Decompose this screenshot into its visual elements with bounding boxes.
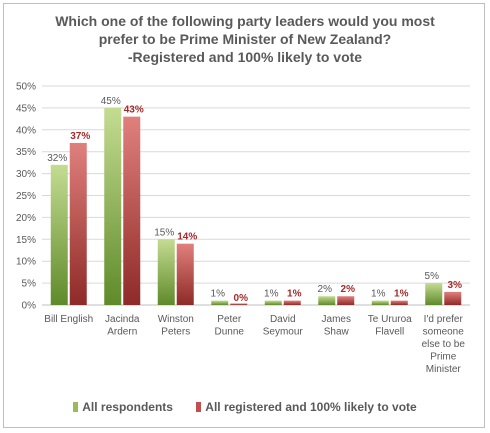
y-tick-label-5: 5% [22, 279, 37, 290]
y-tick-label-25: 25% [16, 191, 36, 202]
x-tick-label-james-shaw: James Shaw [322, 314, 351, 338]
chart-title: Which one of the following party leaders… [0, 12, 490, 66]
data-label-bill-english-series-2: 37% [70, 131, 90, 142]
data-label-i-d-prefer-someone-else-to-be-prime-minister-series-1: 5% [425, 271, 440, 282]
data-label-david-seymour-series-1: 1% [264, 289, 279, 300]
data-label-peter-dunne-series-1: 1% [211, 289, 226, 300]
data-label-bill-english-series-1: 32% [47, 153, 67, 164]
chart-title-line-3: -Registered and 100% likely to vote [127, 49, 363, 65]
data-label-jacinda-ardern-series-2: 43% [124, 105, 144, 116]
data-label-te-ururoa-flavell-series-1: 1% [371, 289, 386, 300]
bar-david-seymour-series-1 [264, 300, 282, 305]
x-tick-label-david-seymour: David Seymour [263, 314, 304, 338]
y-tick-label-30: 30% [16, 169, 36, 180]
y-tick-label-20: 20% [16, 213, 36, 224]
y-tick-label-15: 15% [16, 235, 36, 246]
y-tick-label-40: 40% [16, 125, 36, 136]
y-tick-label-10: 10% [16, 257, 36, 268]
legend-label-all-respondents: All respondents [82, 400, 173, 414]
bar-james-shaw-series-1 [318, 296, 336, 305]
y-tick-label-0: 0% [22, 301, 37, 312]
bar-james-shaw-series-2 [337, 296, 355, 305]
data-label-peter-dunne-series-2: 0% [234, 293, 249, 304]
bar-bill-english-series-2 [69, 142, 87, 305]
bar-david-seymour-series-2 [283, 300, 301, 305]
bar-peter-dunne-series-1 [211, 300, 229, 305]
y-tick-label-50: 50% [16, 82, 36, 93]
legend-item-registered-likely: All registered and 100% likely to vote [196, 400, 417, 414]
legend-label-registered-likely: All registered and 100% likely to vote [205, 400, 417, 414]
chart-title-line-2: prefer to be Prime Minister of New Zeala… [98, 31, 392, 47]
bar-jacinda-ardern-series-2 [123, 116, 141, 305]
x-tick-label-te-ururoa-flavell: Te Ururoa Flavell [368, 314, 412, 338]
x-tick-label-bill-english: Bill English [44, 314, 93, 325]
data-label-james-shaw-series-1: 2% [318, 284, 333, 295]
bar-i-d-prefer-someone-else-to-be-prime-minister-series-2 [444, 291, 462, 305]
bar-winston-peters-series-1 [157, 239, 175, 305]
bar-te-ururoa-flavell-series-2 [390, 300, 408, 305]
data-label-jacinda-ardern-series-1: 45% [101, 96, 121, 107]
bar-te-ururoa-flavell-series-1 [371, 300, 389, 305]
data-label-te-ururoa-flavell-series-2: 1% [394, 289, 409, 300]
bar-jacinda-ardern-series-1 [104, 107, 122, 306]
legend-swatch-all-respondents [73, 402, 79, 412]
y-tick-label-35: 35% [16, 147, 36, 158]
bar-peter-dunne-series-2 [230, 303, 248, 305]
bar-bill-english-series-1 [50, 164, 68, 305]
y-tick-label-45: 45% [16, 103, 36, 114]
x-tick-label-i-d-prefer-someone-else-to-be-prime-minister: I'd prefer someone else to be Prime Minister [422, 314, 466, 375]
bar-winston-peters-series-2 [176, 243, 194, 305]
legend-item-all-respondents: All respondents [73, 400, 173, 414]
data-label-winston-peters-series-2: 14% [177, 232, 197, 243]
x-tick-label-peter-dunne: Peter Dunne [215, 314, 245, 338]
x-tick-label-jacinda-ardern: Jacinda Ardern [105, 314, 140, 338]
data-label-james-shaw-series-2: 2% [341, 284, 356, 295]
chart-title-line-1: Which one of the following party leaders… [55, 13, 435, 29]
data-label-i-d-prefer-someone-else-to-be-prime-minister-series-2: 3% [448, 280, 463, 291]
legend: All respondents All registered and 100% … [0, 400, 490, 414]
bar-i-d-prefer-someone-else-to-be-prime-minister-series-1 [425, 283, 443, 305]
x-tick-label-winston-peters: Winston Peters [158, 314, 194, 338]
data-label-david-seymour-series-2: 1% [287, 289, 302, 300]
legend-swatch-registered-likely [196, 402, 202, 412]
data-label-winston-peters-series-1: 15% [154, 227, 174, 238]
